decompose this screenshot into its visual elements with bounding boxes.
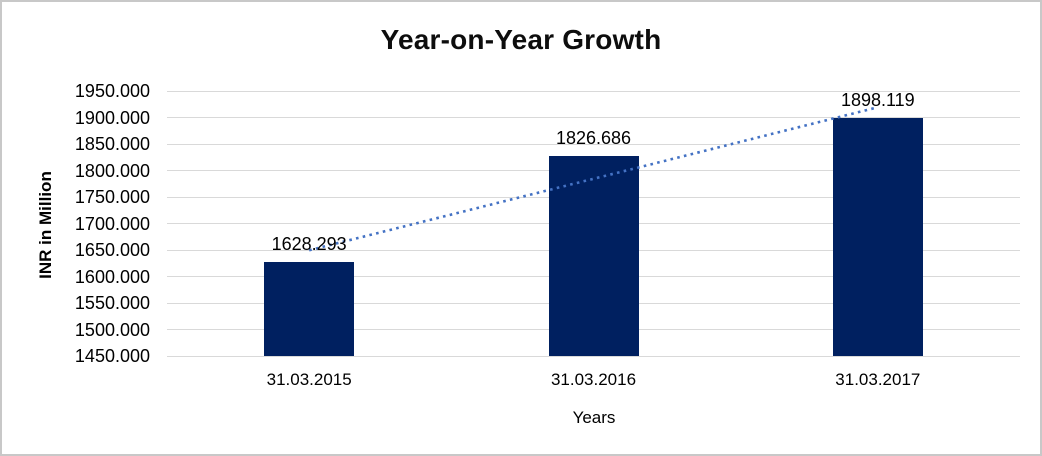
y-tick-label: 1600.000 (74, 266, 150, 287)
y-tick-label: 1950.000 (74, 81, 150, 101)
x-axis-title: Years (572, 408, 616, 427)
y-tick-label: 1750.000 (74, 187, 150, 207)
chart-title: Year-on-Year Growth (380, 24, 662, 55)
y-tick-label: 1900.000 (74, 107, 150, 128)
gridline (167, 117, 1020, 118)
data-label: 1628.293 (271, 233, 347, 254)
y-tick-label: 1650.000 (74, 240, 150, 260)
bar-31.03.2017 (832, 118, 923, 356)
y-tick-label: 1500.000 (74, 319, 150, 340)
trendline-layer (308, 106, 879, 252)
data-label: 1898.119 (840, 90, 915, 111)
plot-area (167, 90, 1020, 357)
bar-31.03.2016 (548, 156, 639, 356)
x-tick-label: 31.03.2016 (550, 370, 637, 389)
bar-31.03.2015 (264, 261, 355, 356)
linear-trendline (308, 106, 879, 252)
y-tick-label: 1700.000 (74, 213, 150, 234)
gridline (167, 90, 1020, 92)
y-tick-label: 1850.000 (74, 134, 150, 154)
gridline (167, 143, 1020, 145)
y-tick-label: 1550.000 (74, 293, 150, 313)
y-tick-label: 1800.000 (74, 160, 150, 181)
data-label: 1826.686 (555, 128, 632, 149)
x-tick-label: 31.03.2015 (266, 370, 352, 389)
x-axis-line (167, 355, 1020, 357)
x-tick-label: 31.03.2017 (835, 370, 921, 389)
y-tick-label: 1450.000 (74, 346, 150, 366)
